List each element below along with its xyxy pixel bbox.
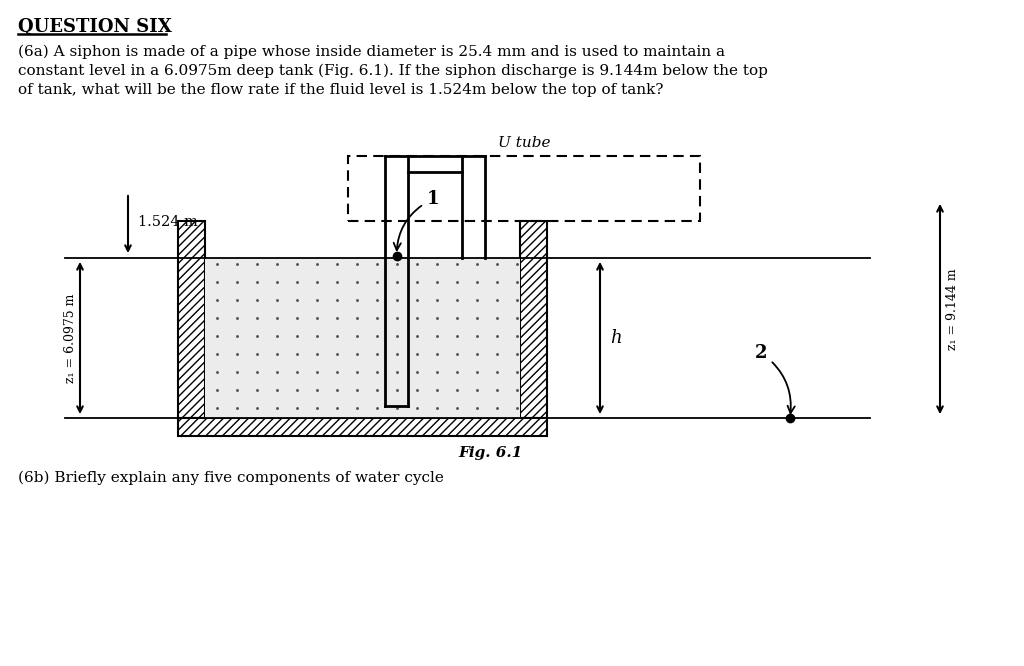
Text: z₁ = 6.0975 m: z₁ = 6.0975 m xyxy=(65,293,78,383)
Bar xyxy=(520,221,547,418)
Text: 2: 2 xyxy=(755,344,795,413)
Text: U tube: U tube xyxy=(498,136,550,150)
Text: 1.524 m: 1.524 m xyxy=(138,214,198,228)
Bar xyxy=(348,156,700,221)
Text: h: h xyxy=(610,329,622,347)
Text: 1: 1 xyxy=(393,190,439,250)
Bar xyxy=(205,258,520,418)
Text: (6a) A siphon is made of a pipe whose inside diameter is 25.4 mm and is used to : (6a) A siphon is made of a pipe whose in… xyxy=(18,45,725,59)
Text: z₁ = 9.144 m: z₁ = 9.144 m xyxy=(945,268,958,350)
Bar xyxy=(178,221,205,418)
Text: constant level in a 6.0975m deep tank (Fig. 6.1). If the siphon discharge is 9.1: constant level in a 6.0975m deep tank (F… xyxy=(18,64,768,79)
Text: Fig. 6.1: Fig. 6.1 xyxy=(458,446,522,460)
Text: of tank, what will be the flow rate if the fluid level is 1.524m below the top o: of tank, what will be the flow rate if t… xyxy=(18,83,664,97)
Text: QUESTION SIX: QUESTION SIX xyxy=(18,18,172,36)
Text: (6b) Briefly explain any five components of water cycle: (6b) Briefly explain any five components… xyxy=(18,471,443,486)
Bar xyxy=(178,418,547,436)
